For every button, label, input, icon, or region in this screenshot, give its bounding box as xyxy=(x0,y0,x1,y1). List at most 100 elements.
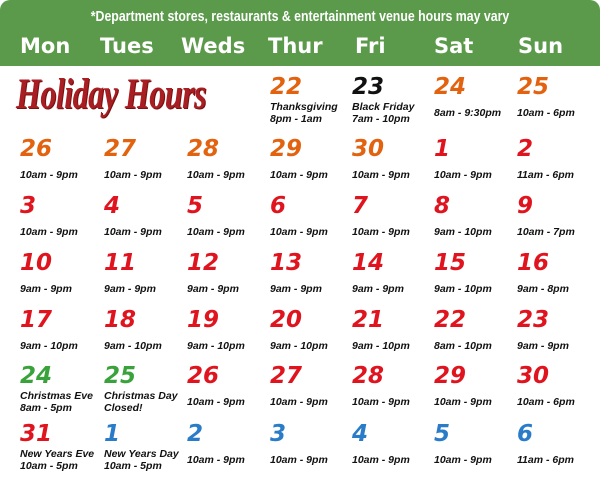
store-hours: 10am - 7pm xyxy=(517,226,575,238)
store-hours: 10am - 9pm xyxy=(270,454,328,466)
calendar-day: 19 9am - 10pm xyxy=(187,307,269,364)
store-hours: 10am - 9pm xyxy=(187,396,245,408)
day-info: 10am - 9pm xyxy=(20,169,78,181)
calendar-day: 23 9am - 9pm xyxy=(517,307,599,364)
day-info: 10am - 9pm xyxy=(187,226,245,238)
day-number: 11 xyxy=(104,250,137,276)
store-hours: 9am - 10pm xyxy=(20,340,78,352)
day-info: 9am - 8pm xyxy=(517,283,569,295)
store-hours: 9am - 10pm xyxy=(434,226,492,238)
store-hours: 10am - 9pm xyxy=(434,169,492,181)
calendar-day: 28 10am - 9pm xyxy=(352,363,434,420)
store-hours: 10am - 5pm xyxy=(104,460,162,472)
day-number: 30 xyxy=(517,363,550,389)
store-hours: 10am - 9pm xyxy=(270,396,328,408)
calendar-day: 20 9am - 10pm xyxy=(270,307,352,364)
day-number: 14 xyxy=(352,250,385,276)
calendar-day: 14 9am - 9pm xyxy=(352,250,434,307)
day-number: 10 xyxy=(20,250,53,276)
day-info: 10am - 9pm xyxy=(270,396,328,408)
day-number: 7 xyxy=(352,193,369,219)
day-info: 10am - 9pm xyxy=(187,169,245,181)
calendar-day: 6 10am - 9pm xyxy=(270,193,352,250)
calendar-day: 5 10am - 9pm xyxy=(187,193,269,250)
day-info: New Years Day 10am - 5pm xyxy=(104,448,179,472)
calendar-day: 11 9am - 9pm xyxy=(104,250,186,307)
day-info: 10am - 9pm xyxy=(270,454,328,466)
calendar-day: 4 10am - 9pm xyxy=(104,193,186,250)
day-number: 27 xyxy=(104,136,137,162)
day-info: 8am - 10pm xyxy=(434,340,492,352)
day-info: 10am - 9pm xyxy=(352,396,410,408)
day-info: 10am - 6pm xyxy=(517,107,575,119)
day-number: 18 xyxy=(104,307,137,333)
store-hours: 10am - 9pm xyxy=(187,226,245,238)
day-number: 2 xyxy=(517,136,534,162)
store-hours: 9am - 10pm xyxy=(352,340,410,352)
day-number: 9 xyxy=(517,193,534,219)
calendar-day: 2 10am - 9pm xyxy=(187,421,269,478)
weekday-header-tues: Tues xyxy=(100,34,154,58)
day-info: 10am - 7pm xyxy=(517,226,575,238)
calendar-day: 26 10am - 9pm xyxy=(20,136,102,193)
day-info: 9am - 9pm xyxy=(517,340,569,352)
day-number: 26 xyxy=(20,136,53,162)
day-info: 10am - 9pm xyxy=(352,169,410,181)
header-bar: *Department stores, restaurants & entert… xyxy=(0,0,600,66)
holiday-label: New Years Day xyxy=(104,448,179,460)
day-number: 29 xyxy=(434,363,467,389)
store-hours: 10am - 9pm xyxy=(187,169,245,181)
weekday-header-sat: Sat xyxy=(434,34,474,58)
store-hours: 8pm - 1am xyxy=(270,113,322,125)
calendar-day: 3 10am - 9pm xyxy=(270,421,352,478)
day-info: 10am - 9pm xyxy=(104,226,162,238)
calendar-day: 3 10am - 9pm xyxy=(20,193,102,250)
day-number: 29 xyxy=(270,136,303,162)
store-hours: 9am - 10pm xyxy=(187,340,245,352)
holiday-hours-logo: Holiday Hours xyxy=(16,68,206,118)
calendar-day: 27 10am - 9pm xyxy=(104,136,186,193)
day-info: Christmas Eve 8am - 5pm xyxy=(20,390,93,414)
day-info: 10am - 9pm xyxy=(352,226,410,238)
day-info: 9am - 10pm xyxy=(270,340,328,352)
store-hours: 9am - 9pm xyxy=(352,283,404,295)
day-number: 6 xyxy=(517,421,534,447)
calendar-day: 22 Thanksgiving 8pm - 1am xyxy=(270,74,352,131)
store-hours: 9am - 9pm xyxy=(270,283,322,295)
holiday-label: Thanksgiving xyxy=(270,101,338,113)
store-hours: 8am - 10pm xyxy=(434,340,492,352)
store-hours: 10am - 5pm xyxy=(20,460,78,472)
day-number: 21 xyxy=(352,307,385,333)
day-info: 9am - 10pm xyxy=(352,340,410,352)
day-number: 24 xyxy=(20,363,53,389)
day-info: 10am - 6pm xyxy=(517,396,575,408)
day-number: 23 xyxy=(517,307,550,333)
store-hours: 10am - 9pm xyxy=(104,226,162,238)
day-info: 11am - 6pm xyxy=(517,169,574,181)
store-hours: 10am - 9pm xyxy=(20,169,78,181)
day-number: 22 xyxy=(270,74,303,100)
day-number: 26 xyxy=(187,363,220,389)
store-hours: 10am - 6pm xyxy=(517,396,575,408)
calendar-day: 18 9am - 10pm xyxy=(104,307,186,364)
store-hours: 10am - 9pm xyxy=(20,226,78,238)
day-number: 25 xyxy=(104,363,137,389)
day-info: Christmas Day Closed! xyxy=(104,390,178,414)
store-hours: 9am - 10pm xyxy=(434,283,492,295)
calendar-day: 24 8am - 9:30pm xyxy=(434,74,516,131)
store-hours: 10am - 9pm xyxy=(352,396,410,408)
calendar-day: 13 9am - 9pm xyxy=(270,250,352,307)
store-hours: 9am - 8pm xyxy=(517,283,569,295)
calendar-day: 5 10am - 9pm xyxy=(434,421,516,478)
day-info: 10am - 9pm xyxy=(270,226,328,238)
weekday-header-fri: Fri xyxy=(355,34,386,58)
day-info: 10am - 9pm xyxy=(270,169,328,181)
calendar-day: 23 Black Friday 7am - 10pm xyxy=(352,74,434,131)
store-hours: 8am - 5pm xyxy=(20,402,72,414)
day-info: 10am - 9pm xyxy=(20,226,78,238)
store-hours: 10am - 9pm xyxy=(434,454,492,466)
calendar-day: 9 10am - 7pm xyxy=(517,193,599,250)
store-hours: 9am - 9pm xyxy=(20,283,72,295)
day-number: 23 xyxy=(352,74,385,100)
calendar-day: 7 10am - 9pm xyxy=(352,193,434,250)
